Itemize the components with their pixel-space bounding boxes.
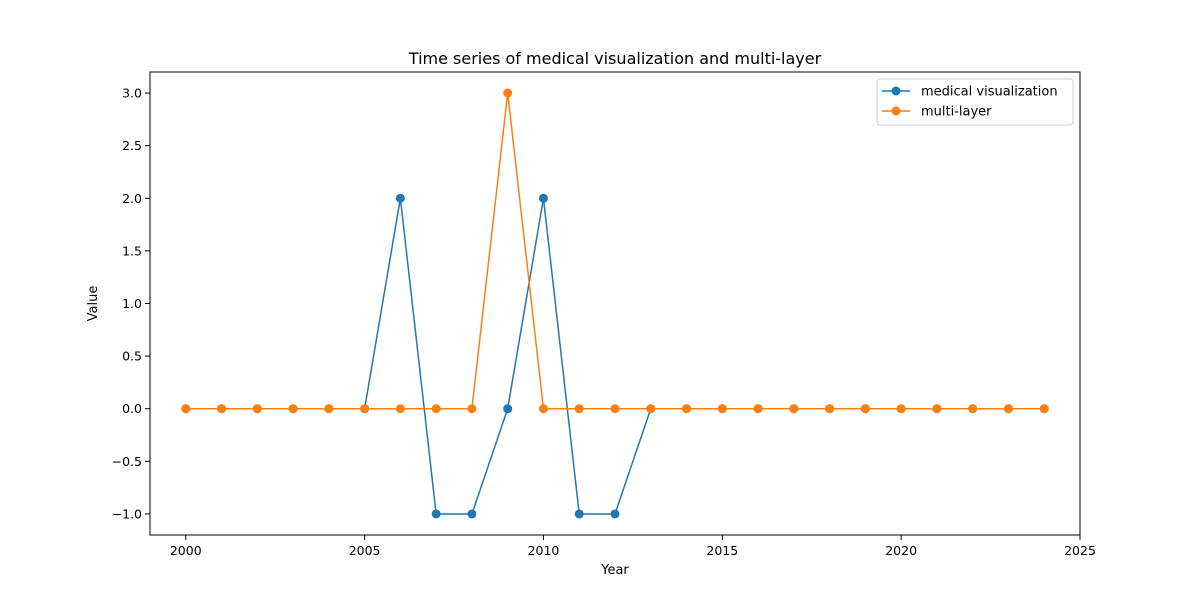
x-tick-label: 2025 [1064, 543, 1096, 558]
data-point-multi-layer [610, 404, 620, 414]
data-point-multi-layer [646, 404, 656, 414]
x-axis-label: Year [600, 563, 629, 578]
data-point-medical-visualization [395, 193, 405, 203]
y-tick-label: −1.0 [112, 506, 142, 521]
legend-marker-multi-layer [891, 106, 901, 116]
data-point-medical-visualization [503, 404, 513, 414]
y-tick-label: 1.0 [122, 296, 142, 311]
data-point-medical-visualization [610, 509, 620, 519]
y-tick-label: −0.5 [112, 454, 142, 469]
data-point-multi-layer [682, 404, 692, 414]
legend-box [876, 78, 1074, 126]
x-tick-label: 2015 [706, 543, 738, 558]
legend-marker-medical-visualization [891, 86, 901, 96]
y-tick-label: 1.5 [122, 243, 142, 258]
data-point-medical-visualization [574, 509, 584, 519]
data-point-medical-visualization [538, 193, 548, 203]
data-point-multi-layer [288, 404, 298, 414]
y-tick-label: 0.5 [122, 349, 142, 364]
data-point-multi-layer [395, 404, 405, 414]
legend: medical visualization multi-layer [876, 78, 1074, 126]
data-point-multi-layer [503, 88, 513, 98]
y-tick-label: 2.0 [122, 191, 142, 206]
chart-title: Time series of medical visualization and… [408, 49, 822, 68]
data-point-multi-layer [896, 404, 906, 414]
legend-label-multi-layer: multi-layer [921, 105, 992, 120]
data-point-multi-layer [574, 404, 584, 414]
data-point-multi-layer [360, 404, 370, 414]
x-tick-label: 2020 [885, 543, 917, 558]
x-tick-label: 2010 [528, 543, 560, 558]
data-point-multi-layer [789, 404, 799, 414]
y-tick-label: 0.0 [122, 401, 142, 416]
data-point-multi-layer [431, 404, 441, 414]
data-point-multi-layer [968, 404, 978, 414]
x-tick-label: 2005 [349, 543, 381, 558]
data-point-multi-layer [217, 404, 227, 414]
data-point-multi-layer [753, 404, 763, 414]
y-axis-label: Value [86, 286, 101, 322]
data-point-medical-visualization [467, 509, 477, 519]
plot-area [149, 71, 1081, 536]
data-point-multi-layer [252, 404, 262, 414]
data-point-multi-layer [1039, 404, 1049, 414]
data-point-multi-layer [324, 404, 334, 414]
data-point-multi-layer [538, 404, 548, 414]
data-point-multi-layer [467, 404, 477, 414]
y-tick-label: 3.0 [122, 86, 142, 101]
series-layer [181, 88, 1049, 519]
x-axis: 2000 2005 2010 2015 2020 2025 [170, 535, 1096, 558]
y-axis: −1.0 −0.5 0.0 0.5 1.0 1.5 2.0 2.5 3.0 [112, 86, 150, 521]
data-point-multi-layer [825, 404, 835, 414]
data-point-multi-layer [181, 404, 191, 414]
x-tick-label: 2000 [170, 543, 202, 558]
legend-label-medical-visualization: medical visualization [921, 85, 1058, 100]
data-point-medical-visualization [431, 509, 441, 519]
data-point-multi-layer [860, 404, 870, 414]
data-point-multi-layer [932, 404, 942, 414]
data-point-multi-layer [717, 404, 727, 414]
y-tick-label: 2.5 [122, 138, 142, 153]
data-point-multi-layer [1003, 404, 1013, 414]
